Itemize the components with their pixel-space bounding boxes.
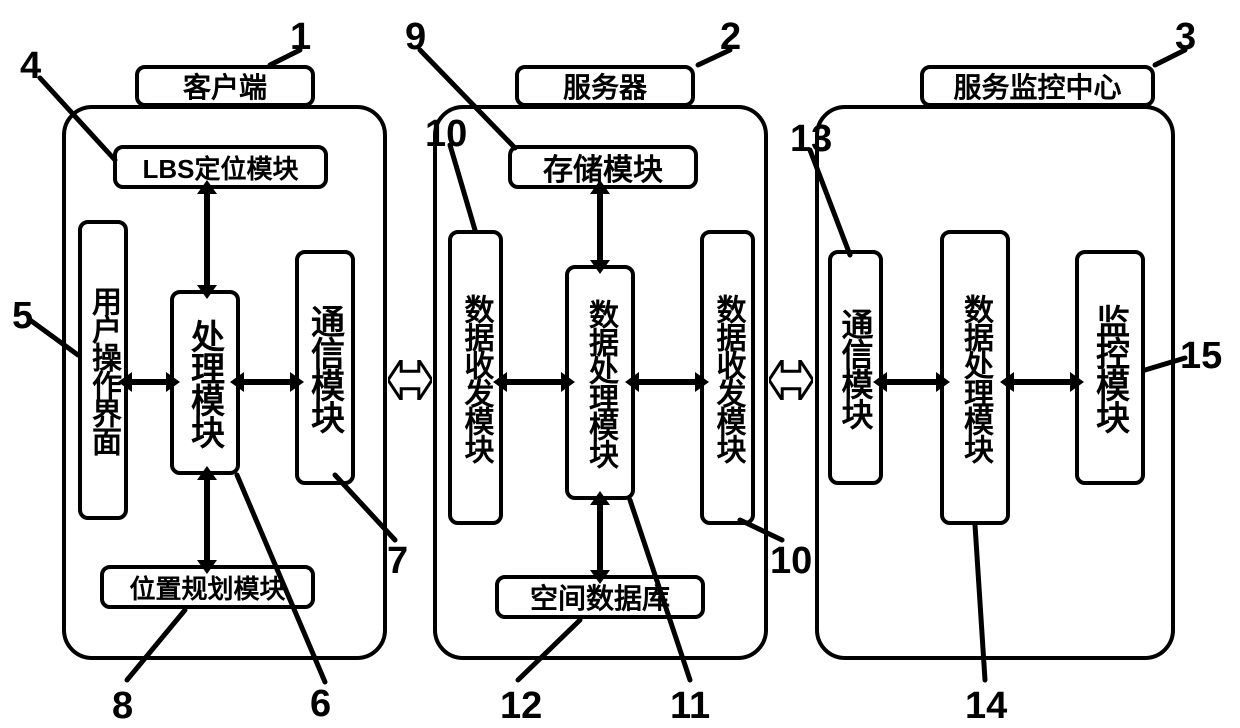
arrow-bidir-h: [1012, 379, 1072, 385]
callout-label-10: 10: [770, 540, 812, 583]
module-b5: 用户操作界面: [78, 220, 128, 520]
callout-label-13: 13: [790, 118, 832, 161]
module-b7: 通信模块: [295, 250, 355, 485]
arrow-bidir-h: [637, 379, 697, 385]
callout-label-7: 7: [387, 540, 408, 583]
title-t3: 服务监控中心: [920, 65, 1155, 107]
module-b15: 监控模块: [1075, 250, 1145, 485]
arrow-bidir-h: [885, 379, 938, 385]
arrow-bidir-h: [130, 379, 168, 385]
module-b13: 通信模块: [828, 250, 883, 485]
callout-label-9: 9: [405, 16, 426, 59]
arrow-bidir-v: [204, 478, 210, 562]
callout-label-14: 14: [965, 685, 1007, 728]
arrow-bidir-v: [597, 503, 603, 572]
arrow-bidir-h: [242, 379, 292, 385]
callout-label-15: 15: [1180, 335, 1222, 378]
callout-label-3: 3: [1175, 16, 1196, 59]
arrow-bidir-h: [505, 379, 563, 385]
title-t1: 客户端: [135, 65, 315, 107]
title-t2: 服务器: [515, 65, 695, 107]
hollow-arrow: [769, 360, 813, 400]
callout-label-4: 4: [20, 45, 41, 88]
hollow-arrow: [388, 360, 432, 400]
callout-label-11: 11: [670, 685, 710, 728]
module-b4: LBS定位模块: [113, 145, 328, 189]
callout-label-2: 2: [720, 16, 741, 59]
callout-label-1: 1: [290, 16, 311, 59]
callout-label-6: 6: [310, 683, 331, 726]
arrow-bidir-v: [597, 192, 603, 262]
callout-label-10: 10: [425, 113, 467, 156]
callout-label-5: 5: [12, 295, 33, 338]
callout-label-12: 12: [500, 685, 542, 728]
diagram-canvas: 客户端服务器服务监控中心LBS定位模块用户操作界面处理模块通信模块位置规划模块存…: [0, 0, 1240, 725]
arrow-bidir-v: [204, 192, 210, 287]
callout-label-8: 8: [112, 685, 133, 728]
